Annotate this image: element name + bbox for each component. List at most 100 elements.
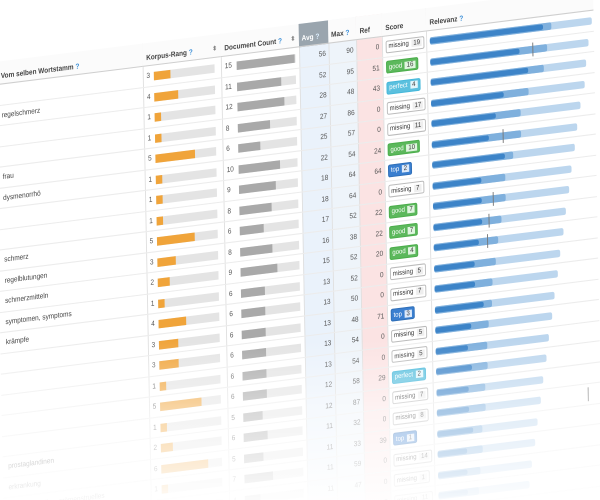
korpus-bar-fill: [159, 358, 179, 370]
score-count: 3: [404, 309, 412, 318]
score-label: good: [391, 226, 406, 237]
score-count: 7: [407, 205, 415, 214]
doc-bar-fill: [244, 493, 261, 500]
max-value: 52: [349, 212, 357, 221]
korpus-bar-track: [158, 312, 220, 329]
max-value: 50: [350, 294, 359, 304]
ref-value: 64: [374, 167, 382, 177]
doc-bar-track: [240, 260, 300, 277]
ref-value: 0: [382, 415, 387, 424]
score-badge[interactable]: good 7: [388, 202, 418, 219]
header-ref[interactable]: Ref: [355, 13, 382, 41]
sort-icon[interactable]: ⬍: [290, 36, 296, 44]
sort-icon[interactable]: ⬍: [212, 45, 218, 53]
score-badge[interactable]: missing 5: [389, 263, 426, 281]
keyword-text: schmerzmitteln: [4, 292, 49, 306]
score-count: 7: [407, 225, 416, 235]
document-count-value: 8: [227, 207, 232, 216]
score-badge[interactable]: missing 1: [393, 469, 430, 488]
score-label: missing: [389, 122, 411, 133]
score-label: good: [391, 206, 405, 216]
doc-bar-track: [244, 467, 304, 484]
score-badge[interactable]: good 10: [387, 139, 420, 157]
keyword-text: regelblutungen: [4, 271, 48, 285]
help-icon[interactable]: ?: [345, 29, 350, 38]
score-count: 5: [416, 328, 425, 337]
doc-bar-fill: [238, 159, 280, 174]
score-label: good: [390, 144, 404, 154]
document-count-value: 11: [225, 82, 232, 92]
max-value: 90: [346, 46, 354, 56]
score-label: missing: [396, 474, 418, 485]
score-badge[interactable]: good 4: [389, 243, 419, 260]
korpus-bar-fill: [158, 338, 179, 350]
doc-bar-track: [236, 54, 296, 71]
korpus-bar-track: [161, 477, 223, 494]
score-badge[interactable]: missing 7: [390, 283, 427, 302]
doc-bar-track: [242, 364, 302, 381]
help-icon[interactable]: ?: [75, 63, 80, 72]
score-badge[interactable]: missing 11: [394, 490, 433, 500]
score-badge[interactable]: missing 5: [391, 325, 427, 343]
doc-bar-fill: [239, 202, 272, 215]
max-value: 54: [351, 336, 360, 345]
score-count: 4: [408, 246, 416, 255]
doc-bar-track: [238, 136, 298, 153]
document-count-value: 8: [225, 124, 230, 133]
score-badge[interactable]: perfect 4: [386, 77, 421, 95]
score-badge[interactable]: missing 11: [387, 118, 426, 136]
score-badge[interactable]: good 7: [389, 222, 418, 240]
score-badge[interactable]: top 3: [390, 306, 415, 322]
ref-value: 24: [373, 147, 382, 156]
keyword-text: dysmenorrhö: [3, 189, 41, 202]
korpus-bar-track: [155, 167, 217, 184]
korpus-bar-fill: [156, 195, 163, 205]
score-badge[interactable]: top 1: [393, 430, 417, 446]
help-icon[interactable]: ?: [315, 33, 320, 42]
max-value: 38: [349, 232, 358, 242]
ref-value: 0: [380, 291, 385, 300]
score-label: perfect: [389, 81, 408, 92]
help-icon[interactable]: ?: [278, 37, 283, 46]
max-value: 54: [352, 356, 360, 366]
ref-value: 39: [379, 436, 387, 445]
score-badge[interactable]: missing 17: [386, 97, 426, 115]
score-label: missing: [389, 102, 410, 113]
score-count: 7: [414, 183, 422, 192]
score-badge[interactable]: missing 8: [392, 407, 429, 426]
score-badge[interactable]: missing 7: [392, 387, 429, 405]
doc-bar-track: [237, 116, 297, 133]
score-badge[interactable]: missing 19: [385, 35, 425, 53]
score-count: 1: [406, 433, 415, 442]
help-icon[interactable]: ?: [188, 48, 193, 57]
score-badge[interactable]: perfect 2: [391, 366, 426, 384]
doc-bar-fill: [244, 451, 264, 463]
help-icon[interactable]: ?: [459, 15, 464, 24]
ref-value: 20: [375, 250, 384, 259]
score-label: missing: [394, 350, 415, 361]
korpus-bar-fill: [160, 422, 167, 432]
doc-bar-fill: [237, 119, 271, 133]
korpus-bar-fill: [153, 69, 171, 81]
score-badge[interactable]: top 2: [387, 161, 412, 178]
ref-value: 0: [378, 188, 383, 197]
korpus-bar-fill: [160, 397, 202, 412]
relevanz-marker: [488, 213, 490, 228]
max-value: 52: [350, 274, 358, 283]
doc-bar-fill: [243, 410, 263, 422]
score-badge[interactable]: missing 14: [393, 448, 433, 467]
score-label: missing: [395, 391, 416, 402]
score-badge[interactable]: missing 7: [388, 180, 425, 198]
score-badge[interactable]: good 16: [385, 56, 419, 74]
max-value: 48: [351, 315, 359, 324]
ref-value: 0: [383, 457, 388, 465]
max-value: 52: [350, 253, 358, 262]
score-label: top: [390, 165, 400, 175]
score-badge[interactable]: missing 5: [391, 345, 428, 364]
korpus-bar-track: [160, 395, 221, 412]
doc-bar-track: [241, 322, 301, 339]
score-label: missing: [396, 453, 417, 464]
korpus-bar-fill: [155, 174, 162, 184]
score-count: 11: [413, 121, 424, 130]
score-label: good: [392, 247, 406, 257]
